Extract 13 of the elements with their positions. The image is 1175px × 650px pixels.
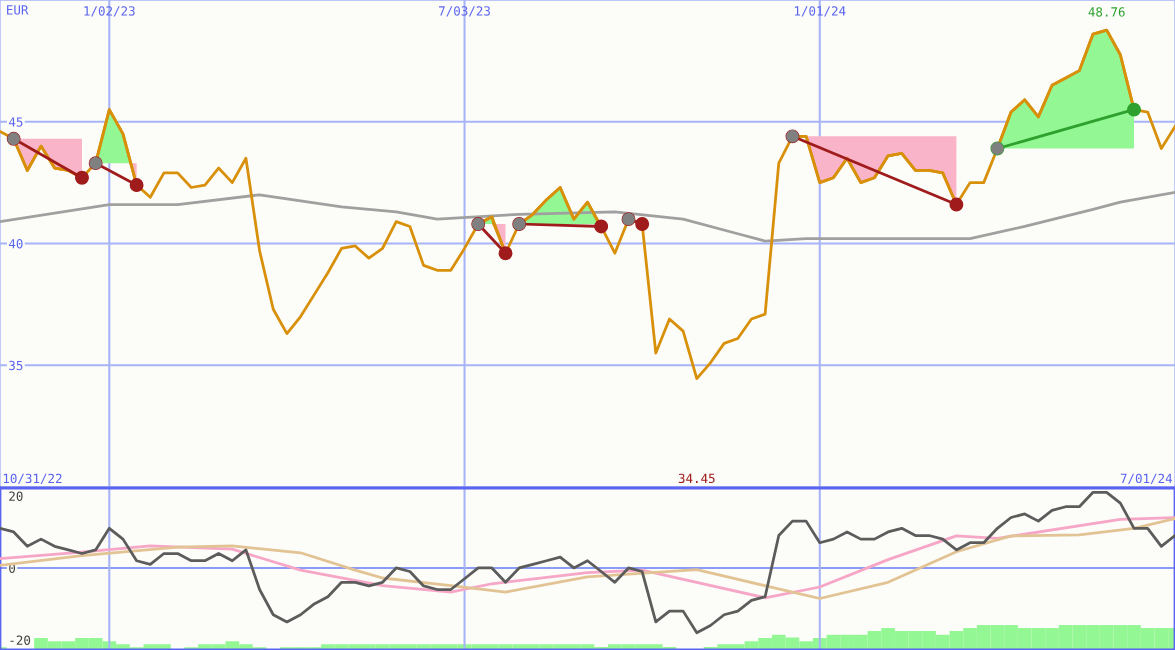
y-axis-title: EUR: [7, 5, 29, 15]
x-tick-label: 1/01/24: [794, 6, 846, 17]
y-tick-label: 45: [8, 117, 23, 127]
x-tick-label: 1/02/23: [84, 6, 135, 17]
annotation: 10/31/22: [3, 473, 62, 485]
y-tick-label: 40: [8, 239, 23, 249]
annotation: 34.45: [678, 473, 715, 484]
y-tick-label: -20: [10, 635, 31, 645]
annotation: 7/01/24: [1120, 473, 1173, 485]
x-tick-label: 7/03/23: [439, 6, 490, 17]
y-tick-label: 35: [9, 360, 23, 371]
annotation: 48.76: [1088, 7, 1125, 17]
y-tick-label: 20: [9, 491, 23, 501]
